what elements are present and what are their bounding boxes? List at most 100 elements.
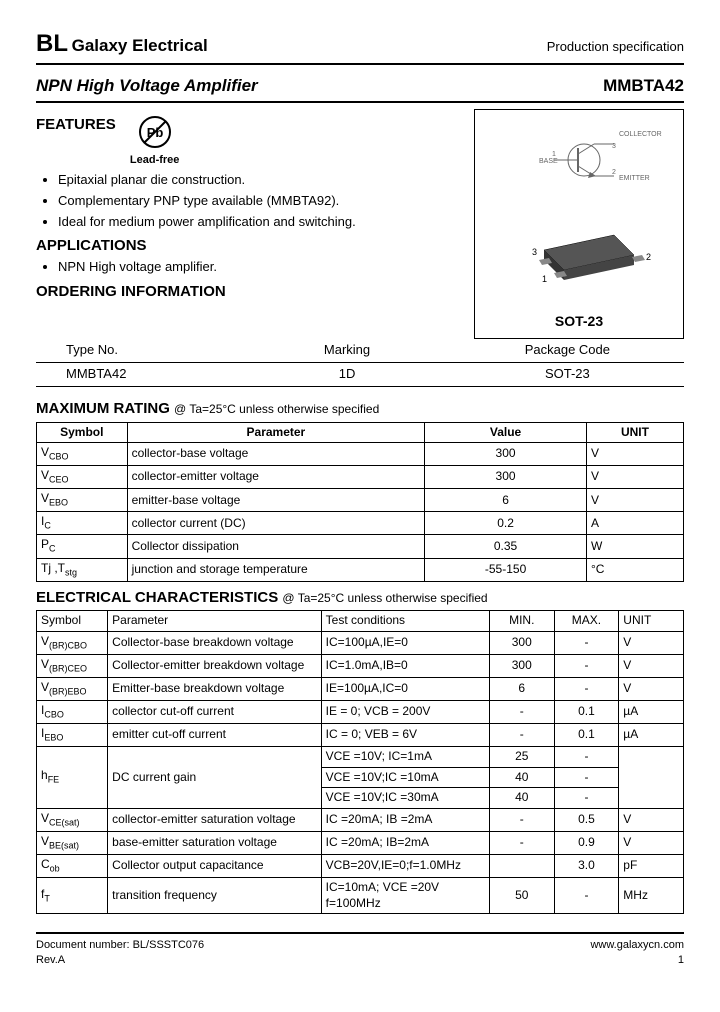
footer-url: www.galaxycn.com [590,938,684,952]
cell-unit: V [619,831,684,854]
cell-max: - [554,747,619,768]
cell-unit: V [619,677,684,700]
footer-right: www.galaxycn.com 1 [590,938,684,967]
maxrating-note: @ Ta=25°C unless otherwise specified [174,402,379,416]
leadfree-badge: Pb Lead-free [130,115,180,169]
cell-symbol: V(BR)CEO [37,654,108,677]
cell-param: junction and storage temperature [127,558,425,581]
maxrating-table: Symbol Parameter Value UNIT VCBOcollecto… [36,422,684,582]
table-row: IEBOemitter cut-off currentIC = 0; VEB =… [37,724,684,747]
package-label: SOT-23 [483,312,675,330]
cell-symbol: hFE [37,747,108,809]
table-header-row: Symbol Parameter Test conditions MIN. MA… [37,611,684,632]
cell-unit: V [619,808,684,831]
table-row: fTtransition frequencyIC=10mA; VCE =20Vf… [37,878,684,914]
applications-heading: APPLICATIONS [36,236,464,256]
table-row: VBE(sat)base-emitter saturation voltageI… [37,831,684,854]
elec-heading-text: ELECTRICAL CHARACTERISTICS [36,589,278,606]
cell-param: Collector dissipation [127,535,425,558]
footer-left: Document number: BL/SSSTC076 Rev.A [36,938,204,967]
leadfree-text: Lead-free [130,154,180,166]
table-row: ICcollector current (DC)0.2A [37,512,684,535]
cell-param: transition frequency [108,878,322,914]
cell-param: Collector-base breakdown voltage [108,631,322,654]
cell-tc: IC = 0; VEB = 6V [321,724,489,747]
header-row: BL Galaxy Electrical Production specific… [36,28,684,65]
cell-param: collector-emitter voltage [127,466,425,489]
cell-symbol: VBE(sat) [37,831,108,854]
cell-min: - [489,808,554,831]
cell-value: 0.2 [425,512,587,535]
cell-param: Emitter-base breakdown voltage [108,677,322,700]
cell-tc: IC=100µA,IE=0 [321,631,489,654]
cell-symbol: VEBO [37,489,128,512]
package-diagram-box: COLLECTOR 3 BASE 1 EMITTER 2 3 1 2 SOT-2… [474,109,684,339]
cell-param: emitter cut-off current [108,724,322,747]
cell-min: 40 [489,788,554,809]
cell-min: 6 [489,677,554,700]
cell-symbol: PC [37,535,128,558]
ordering-table: Type No. Marking Package Code MMBTA42 1D… [36,339,684,387]
cell-max: 0.5 [554,808,619,831]
prod-spec-label: Production specification [547,39,684,56]
cell-min: 25 [489,747,554,768]
cell-symbol: VCEO [37,466,128,489]
cell-param: collector-base voltage [127,443,425,466]
cell-tc: VCE =10V; IC=1mA [321,747,489,768]
svg-text:COLLECTOR: COLLECTOR [619,131,662,138]
revision: Rev.A [36,953,204,967]
cell-symbol: Tj ,Tstg [37,558,128,581]
cell-value: 0.35 [425,535,587,558]
cell-min [489,855,554,878]
cell-tc: IC =20mA; IB =2mA [321,808,489,831]
svg-text:3: 3 [532,247,537,257]
ordering-col-package: Package Code [451,342,684,359]
cell-symbol: Cob [37,855,108,878]
transistor-icon: COLLECTOR 3 BASE 1 EMITTER 2 [484,118,674,196]
col-unit: UNIT [623,613,651,627]
ordering-package-val: SOT-23 [451,366,684,383]
cell-min: 300 [489,654,554,677]
cell-symbol: IEBO [37,724,108,747]
table-row: VCBOcollector-base voltage300V [37,443,684,466]
cell-unit: µA [619,724,684,747]
table-row: Tj ,Tstgjunction and storage temperature… [37,558,684,581]
ordering-type-val: MMBTA42 [36,366,243,383]
elec-note: @ Ta=25°C unless otherwise specified [282,591,487,605]
cell-max: - [554,654,619,677]
cell-max: - [554,631,619,654]
table-row: hFEDC current gainVCE =10V; IC=1mA25- [37,747,684,768]
cell-param: emitter-base voltage [127,489,425,512]
svg-text:Pb: Pb [146,125,163,140]
cell-tc: IC =20mA; IB=2mA [321,831,489,854]
elec-table: Symbol Parameter Test conditions MIN. MA… [36,610,684,914]
leadfree-icon: Pb [138,115,172,149]
cell-max: - [554,767,619,788]
cell-min: - [489,700,554,723]
ordering-header-row: Type No. Marking Package Code [36,339,684,363]
col-test: Test conditions [326,613,405,627]
table-row: V(BR)CBOCollector-base breakdown voltage… [37,631,684,654]
cell-unit: V [586,489,683,512]
svg-text:EMITTER: EMITTER [619,175,650,182]
elec-heading: ELECTRICAL CHARACTERISTICS @ Ta=25°C unl… [36,588,684,608]
part-number: MMBTA42 [603,75,684,97]
cell-param: collector-emitter saturation voltage [108,808,322,831]
cell-param: Collector-emitter breakdown voltage [108,654,322,677]
cell-tc: VCE =10V;IC =10mA [321,767,489,788]
features-heading-text: FEATURES [36,116,116,133]
cell-value: 300 [425,443,587,466]
brand-logo: BL [36,30,68,57]
table-row: V(BR)EBOEmitter-base breakdown voltageIE… [37,677,684,700]
ordering-heading: ORDERING INFORMATION [36,282,464,302]
cell-tc: IE=100µA,IC=0 [321,677,489,700]
cell-symbol: VCBO [37,443,128,466]
cell-min: 50 [489,878,554,914]
brand-sub: Galaxy Electrical [72,36,208,55]
table-row: CobCollector output capacitanceVCB=20V,I… [37,855,684,878]
cell-unit: V [619,631,684,654]
cell-tc: VCB=20V,IE=0;f=1.0MHz [321,855,489,878]
cell-max: - [554,878,619,914]
brand-block: BL Galaxy Electrical [36,28,208,59]
maxrating-heading: MAXIMUM RATING @ Ta=25°C unless otherwis… [36,399,684,419]
